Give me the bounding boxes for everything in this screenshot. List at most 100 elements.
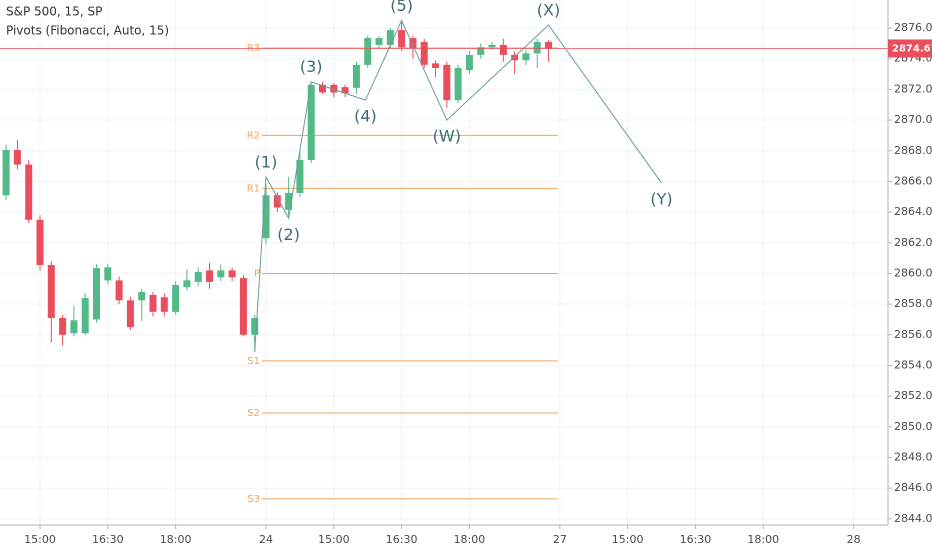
y-tick-label: 2872.00 bbox=[894, 82, 932, 95]
y-tick-label: 2876.00 bbox=[894, 21, 932, 34]
candle-body bbox=[194, 271, 202, 282]
y-tick-label: 2868.00 bbox=[894, 144, 932, 157]
candle-body bbox=[206, 270, 214, 282]
candle-body bbox=[296, 159, 304, 193]
candle-body bbox=[2, 150, 10, 196]
candle-body bbox=[183, 280, 191, 288]
candle-body bbox=[398, 30, 406, 48]
y-tick-label: 2862.00 bbox=[894, 236, 932, 249]
y-tick-label: 2852.00 bbox=[894, 389, 932, 402]
candle-body bbox=[239, 278, 247, 335]
x-tick-label: 16:30 bbox=[92, 533, 124, 546]
y-tick-label: 2844.00 bbox=[894, 512, 932, 525]
candle-body bbox=[126, 300, 134, 328]
candle-body bbox=[81, 298, 89, 334]
indicator-title: Pivots (Fibonacci, Auto, 15) bbox=[6, 24, 169, 38]
candle-body bbox=[228, 270, 236, 278]
wave-line bbox=[254, 19, 662, 352]
candle-body bbox=[285, 192, 293, 210]
candle-body bbox=[115, 280, 123, 301]
candle-body bbox=[364, 38, 372, 65]
wave-label: (2) bbox=[277, 225, 300, 244]
wave-label: (W) bbox=[433, 127, 461, 146]
candle-body bbox=[160, 297, 168, 312]
candle-body bbox=[409, 38, 417, 49]
pivot-label: R2 bbox=[247, 130, 260, 141]
chart-title: S&P 500, 15, SP bbox=[6, 5, 102, 19]
candle-body bbox=[25, 164, 33, 220]
pivot-label: S3 bbox=[247, 494, 260, 505]
candle-body bbox=[36, 219, 44, 266]
candle-body bbox=[13, 150, 21, 165]
y-tick-label: 2846.00 bbox=[894, 481, 932, 494]
candle-body bbox=[70, 320, 78, 334]
wave-label: (3) bbox=[300, 57, 323, 76]
pivot-label: S2 bbox=[247, 408, 260, 419]
x-tick-label: 16:30 bbox=[386, 533, 418, 546]
candle-body bbox=[59, 317, 67, 335]
candle-body bbox=[352, 64, 360, 88]
wave-label: (4) bbox=[354, 107, 377, 126]
x-tick-label: 18:00 bbox=[747, 533, 779, 546]
candle-body bbox=[149, 294, 157, 312]
x-tick-label: 16:30 bbox=[680, 533, 712, 546]
y-tick-label: 2850.00 bbox=[894, 420, 932, 433]
candle-body bbox=[93, 268, 101, 320]
candle-body bbox=[319, 84, 327, 93]
x-tick-label: 18:00 bbox=[160, 533, 192, 546]
wave-label: (X) bbox=[537, 1, 560, 20]
candle-body bbox=[172, 284, 180, 312]
candle-body bbox=[488, 44, 496, 48]
candle-body bbox=[47, 265, 55, 318]
x-tick-label: 18:00 bbox=[454, 533, 486, 546]
candle-body bbox=[251, 317, 259, 335]
candle-body bbox=[273, 195, 281, 208]
pivot-label: P bbox=[254, 268, 260, 279]
x-tick-label: 24 bbox=[259, 533, 273, 546]
candle-body bbox=[386, 30, 394, 45]
wave-label: (Y) bbox=[650, 189, 672, 208]
x-tick-label: 15:00 bbox=[24, 533, 56, 546]
y-tick-label: 2860.00 bbox=[894, 266, 932, 279]
y-tick-label: 2864.00 bbox=[894, 205, 932, 218]
candle-body bbox=[307, 84, 315, 160]
last-price-box bbox=[888, 39, 932, 58]
candle-body bbox=[465, 54, 473, 71]
x-tick-label: 27 bbox=[553, 533, 567, 546]
candle-body bbox=[522, 53, 530, 61]
x-tick-label: 15:00 bbox=[612, 533, 644, 546]
wave-label: (1) bbox=[255, 152, 278, 171]
y-tick-label: 2854.00 bbox=[894, 358, 932, 371]
y-tick-label: 2866.00 bbox=[894, 174, 932, 187]
y-tick-label: 2870.00 bbox=[894, 113, 932, 126]
x-tick-label: 28 bbox=[847, 533, 861, 546]
candle-body bbox=[341, 87, 349, 94]
last-price-label: 2874.67 bbox=[892, 43, 932, 54]
y-tick-label: 2856.00 bbox=[894, 328, 932, 341]
pivot-label: R1 bbox=[247, 183, 260, 194]
y-tick-label: 2848.00 bbox=[894, 451, 932, 464]
x-tick-label: 15:00 bbox=[318, 533, 350, 546]
y-tick-label: 2858.00 bbox=[894, 297, 932, 310]
candle-body bbox=[477, 47, 485, 55]
candle-body bbox=[330, 84, 338, 93]
candle-body bbox=[499, 44, 507, 55]
pivot-label: S1 bbox=[247, 356, 260, 367]
candle-body bbox=[138, 291, 146, 301]
candle-body bbox=[511, 54, 519, 61]
wave-label: (5) bbox=[390, 0, 413, 15]
candle-body bbox=[454, 67, 462, 101]
candle-body bbox=[545, 41, 553, 49]
candle-body bbox=[432, 63, 440, 68]
candle-body bbox=[262, 195, 270, 239]
candle-body bbox=[375, 38, 383, 45]
candle-body bbox=[443, 64, 451, 101]
candle-body bbox=[104, 267, 112, 281]
candle-body bbox=[217, 270, 225, 278]
candle-body bbox=[420, 41, 428, 65]
candle-body bbox=[533, 41, 541, 54]
